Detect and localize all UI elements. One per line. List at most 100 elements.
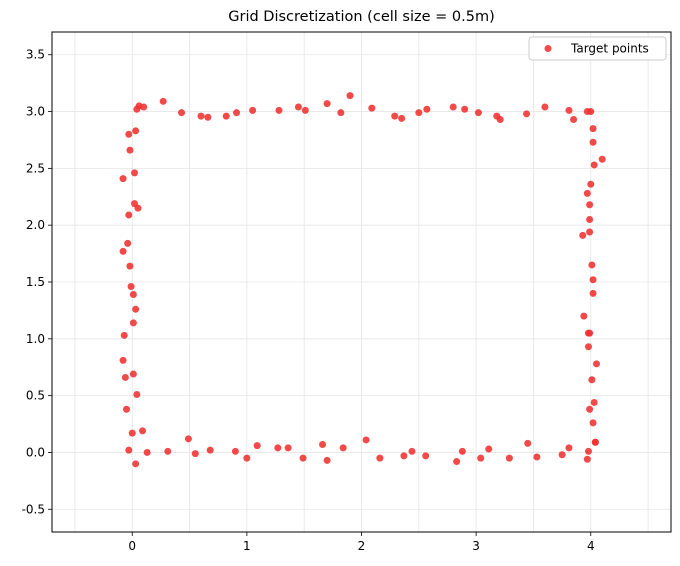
data-point [123, 405, 131, 413]
data-point [274, 444, 282, 452]
data-point [249, 106, 257, 114]
data-point [323, 100, 331, 108]
data-point [143, 448, 151, 456]
data-point [178, 109, 186, 117]
data-point [128, 429, 136, 437]
data-point [565, 106, 573, 114]
axis-ticks: 0 1 2 3 4 -0.5 0.0 0.5 1.0 1.5 2.0 2.5 3.0 3.5 [22, 48, 595, 553]
data-point [453, 458, 461, 466]
y-tick-label: 3.5 [26, 48, 45, 62]
data-point [362, 436, 370, 444]
data-point [423, 105, 431, 113]
y-tick-label: 0.5 [26, 389, 45, 403]
data-point [584, 447, 592, 455]
grid-lines [52, 32, 671, 532]
data-point [119, 247, 127, 255]
y-tick-label: 2.5 [26, 161, 45, 175]
data-point [231, 447, 239, 455]
y-tick-label: 2.0 [26, 218, 45, 232]
data-point [129, 319, 137, 327]
x-tick-label: 2 [358, 539, 366, 553]
data-point [126, 146, 134, 154]
data-point [294, 103, 302, 111]
data-point [132, 305, 140, 313]
data-point [458, 447, 466, 455]
data-point [120, 331, 128, 339]
data-point [586, 405, 594, 413]
x-tick-label: 0 [128, 539, 136, 553]
data-point [125, 130, 133, 138]
data-point [541, 103, 549, 111]
data-point [589, 289, 597, 297]
x-tick-label: 4 [587, 539, 595, 553]
legend-box [528, 36, 667, 61]
data-point [505, 454, 513, 462]
data-point [140, 103, 148, 111]
data-point [474, 109, 482, 117]
data-point [197, 112, 205, 120]
data-point [592, 360, 600, 368]
data-point [253, 442, 261, 450]
data-point [339, 444, 347, 452]
data-point [164, 447, 172, 455]
data-point [222, 112, 230, 120]
data-point [243, 454, 251, 462]
data-point [299, 454, 307, 462]
data-point [449, 103, 457, 111]
data-point [524, 439, 532, 447]
data-point [589, 276, 597, 284]
data-point [586, 329, 594, 337]
data-point [523, 110, 531, 118]
data-point [586, 201, 594, 209]
data-point [129, 291, 137, 298]
data-point [408, 447, 416, 455]
data-point [139, 427, 147, 435]
data-point [587, 108, 595, 116]
data-point [159, 97, 167, 105]
data-point [589, 138, 597, 146]
data-point [583, 455, 591, 463]
data-point [337, 109, 345, 117]
data-point [587, 180, 595, 188]
y-tick-label: 3.0 [26, 105, 45, 119]
data-point [346, 92, 354, 100]
data-point [132, 127, 140, 135]
data-point [589, 125, 597, 133]
data-point [284, 444, 292, 452]
data-point [129, 370, 137, 378]
y-tick-label: 0.0 [26, 445, 45, 459]
data-point [132, 460, 140, 468]
data-point [319, 441, 327, 448]
data-point [275, 106, 283, 114]
data-point [588, 261, 596, 269]
data-point [598, 155, 606, 163]
data-point [584, 343, 592, 351]
x-tick-label: 1 [243, 539, 251, 553]
data-points [119, 92, 606, 468]
data-point [127, 283, 135, 291]
data-point [119, 175, 127, 183]
data-point [415, 109, 423, 117]
data-point [131, 200, 139, 208]
data-point [133, 391, 141, 398]
data-point [204, 113, 212, 121]
data-point [565, 444, 573, 452]
legend-label: Target points [570, 42, 649, 56]
y-tick-label: -0.5 [22, 502, 45, 516]
data-point [591, 438, 599, 446]
data-point [496, 116, 504, 123]
data-point [590, 398, 598, 406]
y-tick-label: 1.5 [26, 275, 45, 289]
data-point [323, 456, 331, 464]
y-tick-label: 1.0 [26, 332, 45, 346]
data-point [233, 109, 241, 117]
data-point [589, 419, 597, 427]
legend-marker [544, 45, 552, 52]
data-point [121, 373, 129, 381]
data-point [368, 104, 376, 112]
x-tick-label: 3 [472, 539, 480, 553]
data-point [558, 451, 566, 459]
data-point [485, 445, 493, 453]
